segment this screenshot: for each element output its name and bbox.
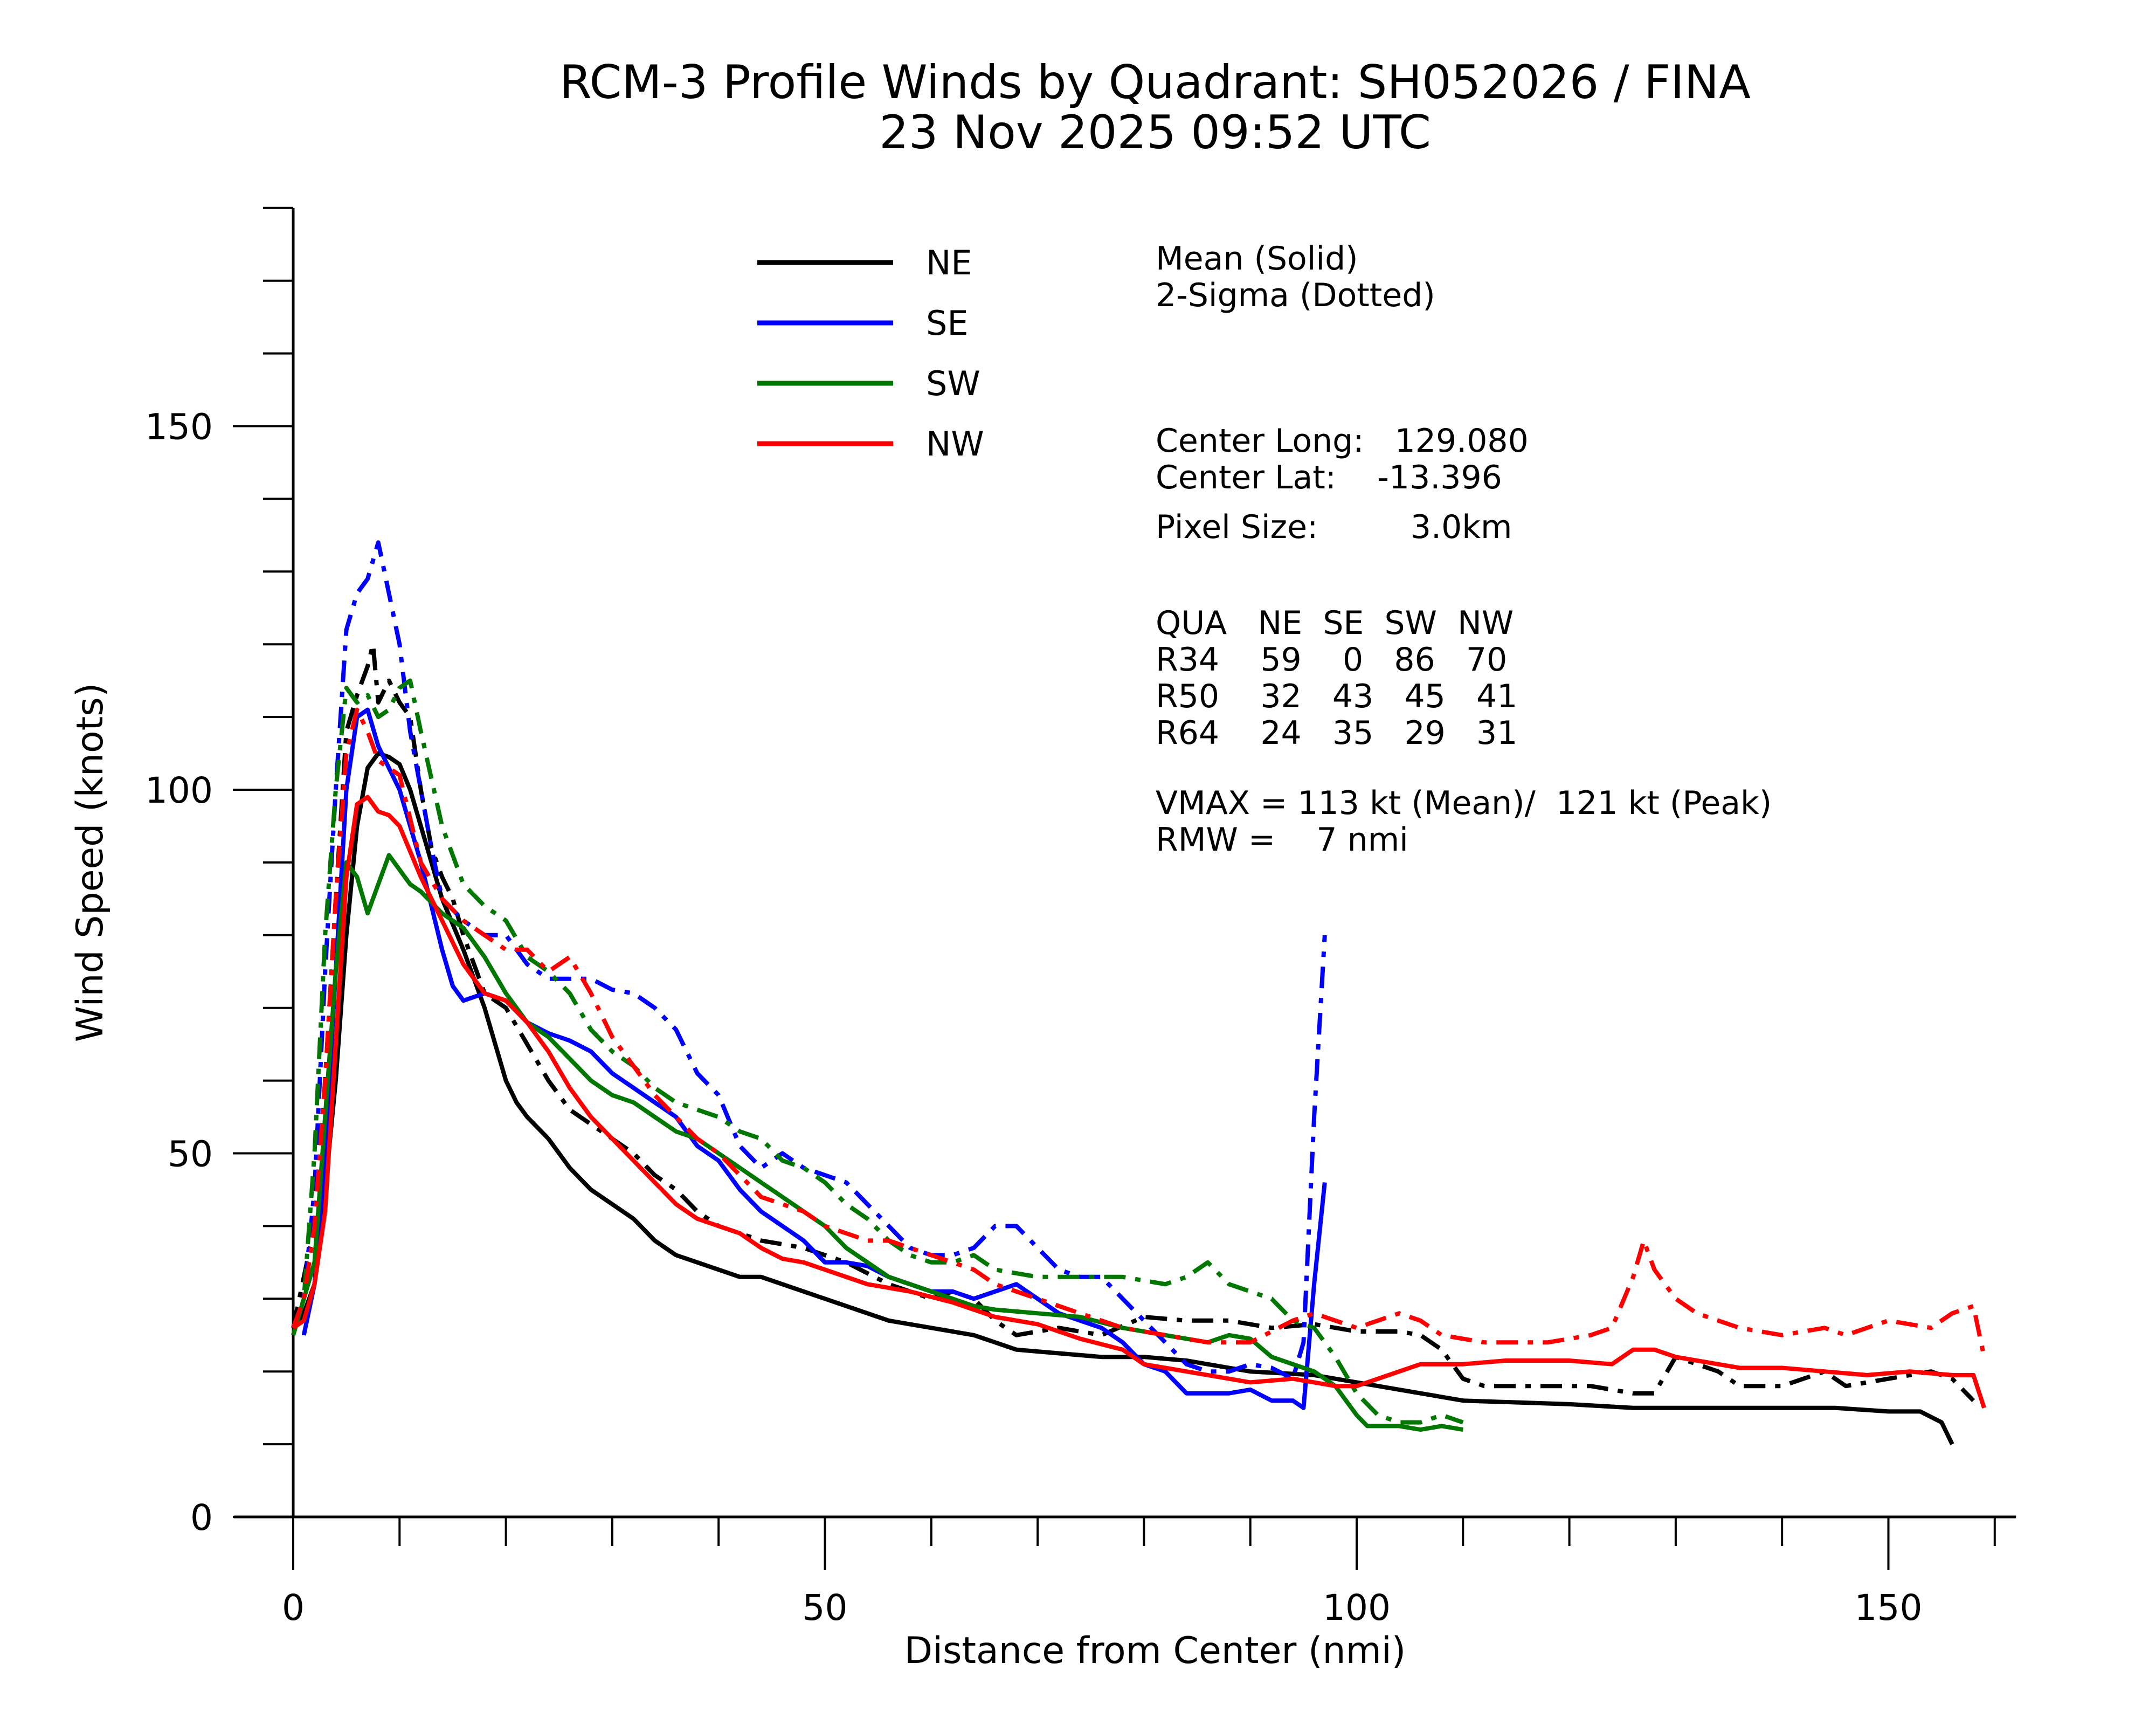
info-table-r50: R50 32 43 45 41 xyxy=(1156,678,1517,715)
y-tick-label: 150 xyxy=(145,406,213,448)
axes: 0 50 100 150 0 50 100 150 xyxy=(145,206,2016,1629)
series-nw-mean xyxy=(292,795,1986,1409)
info-sigma: 2-Sigma (Dotted) xyxy=(1156,277,1435,314)
series-ne-2sigma xyxy=(291,642,1975,1402)
series-lines xyxy=(291,540,1987,1445)
x-tick-label: 0 xyxy=(282,1587,305,1629)
x-tick-label: 100 xyxy=(1323,1587,1391,1629)
info-mean: Mean (Solid) xyxy=(1156,240,1358,278)
series-ne-mean xyxy=(291,751,1954,1445)
info-pixel-size: Pixel Size: 3.0km xyxy=(1156,508,1512,546)
legend-label-sw: SW xyxy=(926,364,980,403)
chart-subtitle: 23 Nov 2025 09:52 UTC xyxy=(879,106,1431,160)
x-axis-label: Distance from Center (nmi) xyxy=(904,1630,1406,1672)
y-axis-label: Wind Speed (knots) xyxy=(69,683,112,1043)
chart-title: RCM-3 Profile Winds by Quadrant: SH05202… xyxy=(559,56,1751,109)
info-center-long: Center Long: 129.080 xyxy=(1156,422,1529,460)
info-table-r64: R64 24 35 29 31 xyxy=(1156,714,1517,752)
info-table-header: QUA NE SE SW NW xyxy=(1156,604,1514,642)
series-se-mean xyxy=(301,707,1327,1410)
info-table-r34: R34 59 0 86 70 xyxy=(1156,641,1507,679)
legend: NE SE SW NW xyxy=(757,243,984,464)
y-tick-label: 100 xyxy=(145,770,213,811)
legend-label-se: SE xyxy=(926,303,969,343)
x-tick-label: 50 xyxy=(803,1587,848,1629)
info-vmax: VMAX = 113 kt (Mean)/ 121 kt (Peak) xyxy=(1156,784,1772,822)
y-tick-label: 0 xyxy=(190,1497,213,1538)
series-sw-2sigma xyxy=(291,678,1464,1425)
y-tick-label: 50 xyxy=(168,1134,213,1175)
info-panel: Mean (Solid) 2-Sigma (Dotted) Center Lon… xyxy=(1156,240,1772,859)
legend-label-ne: NE xyxy=(926,243,972,282)
x-tick-label: 150 xyxy=(1855,1587,1923,1629)
info-rmw: RMW = 7 nmi xyxy=(1156,821,1408,859)
legend-label-nw: NW xyxy=(926,424,984,464)
series-sw-mean xyxy=(291,853,1463,1432)
info-center-lat: Center Lat: -13.396 xyxy=(1156,459,1502,496)
